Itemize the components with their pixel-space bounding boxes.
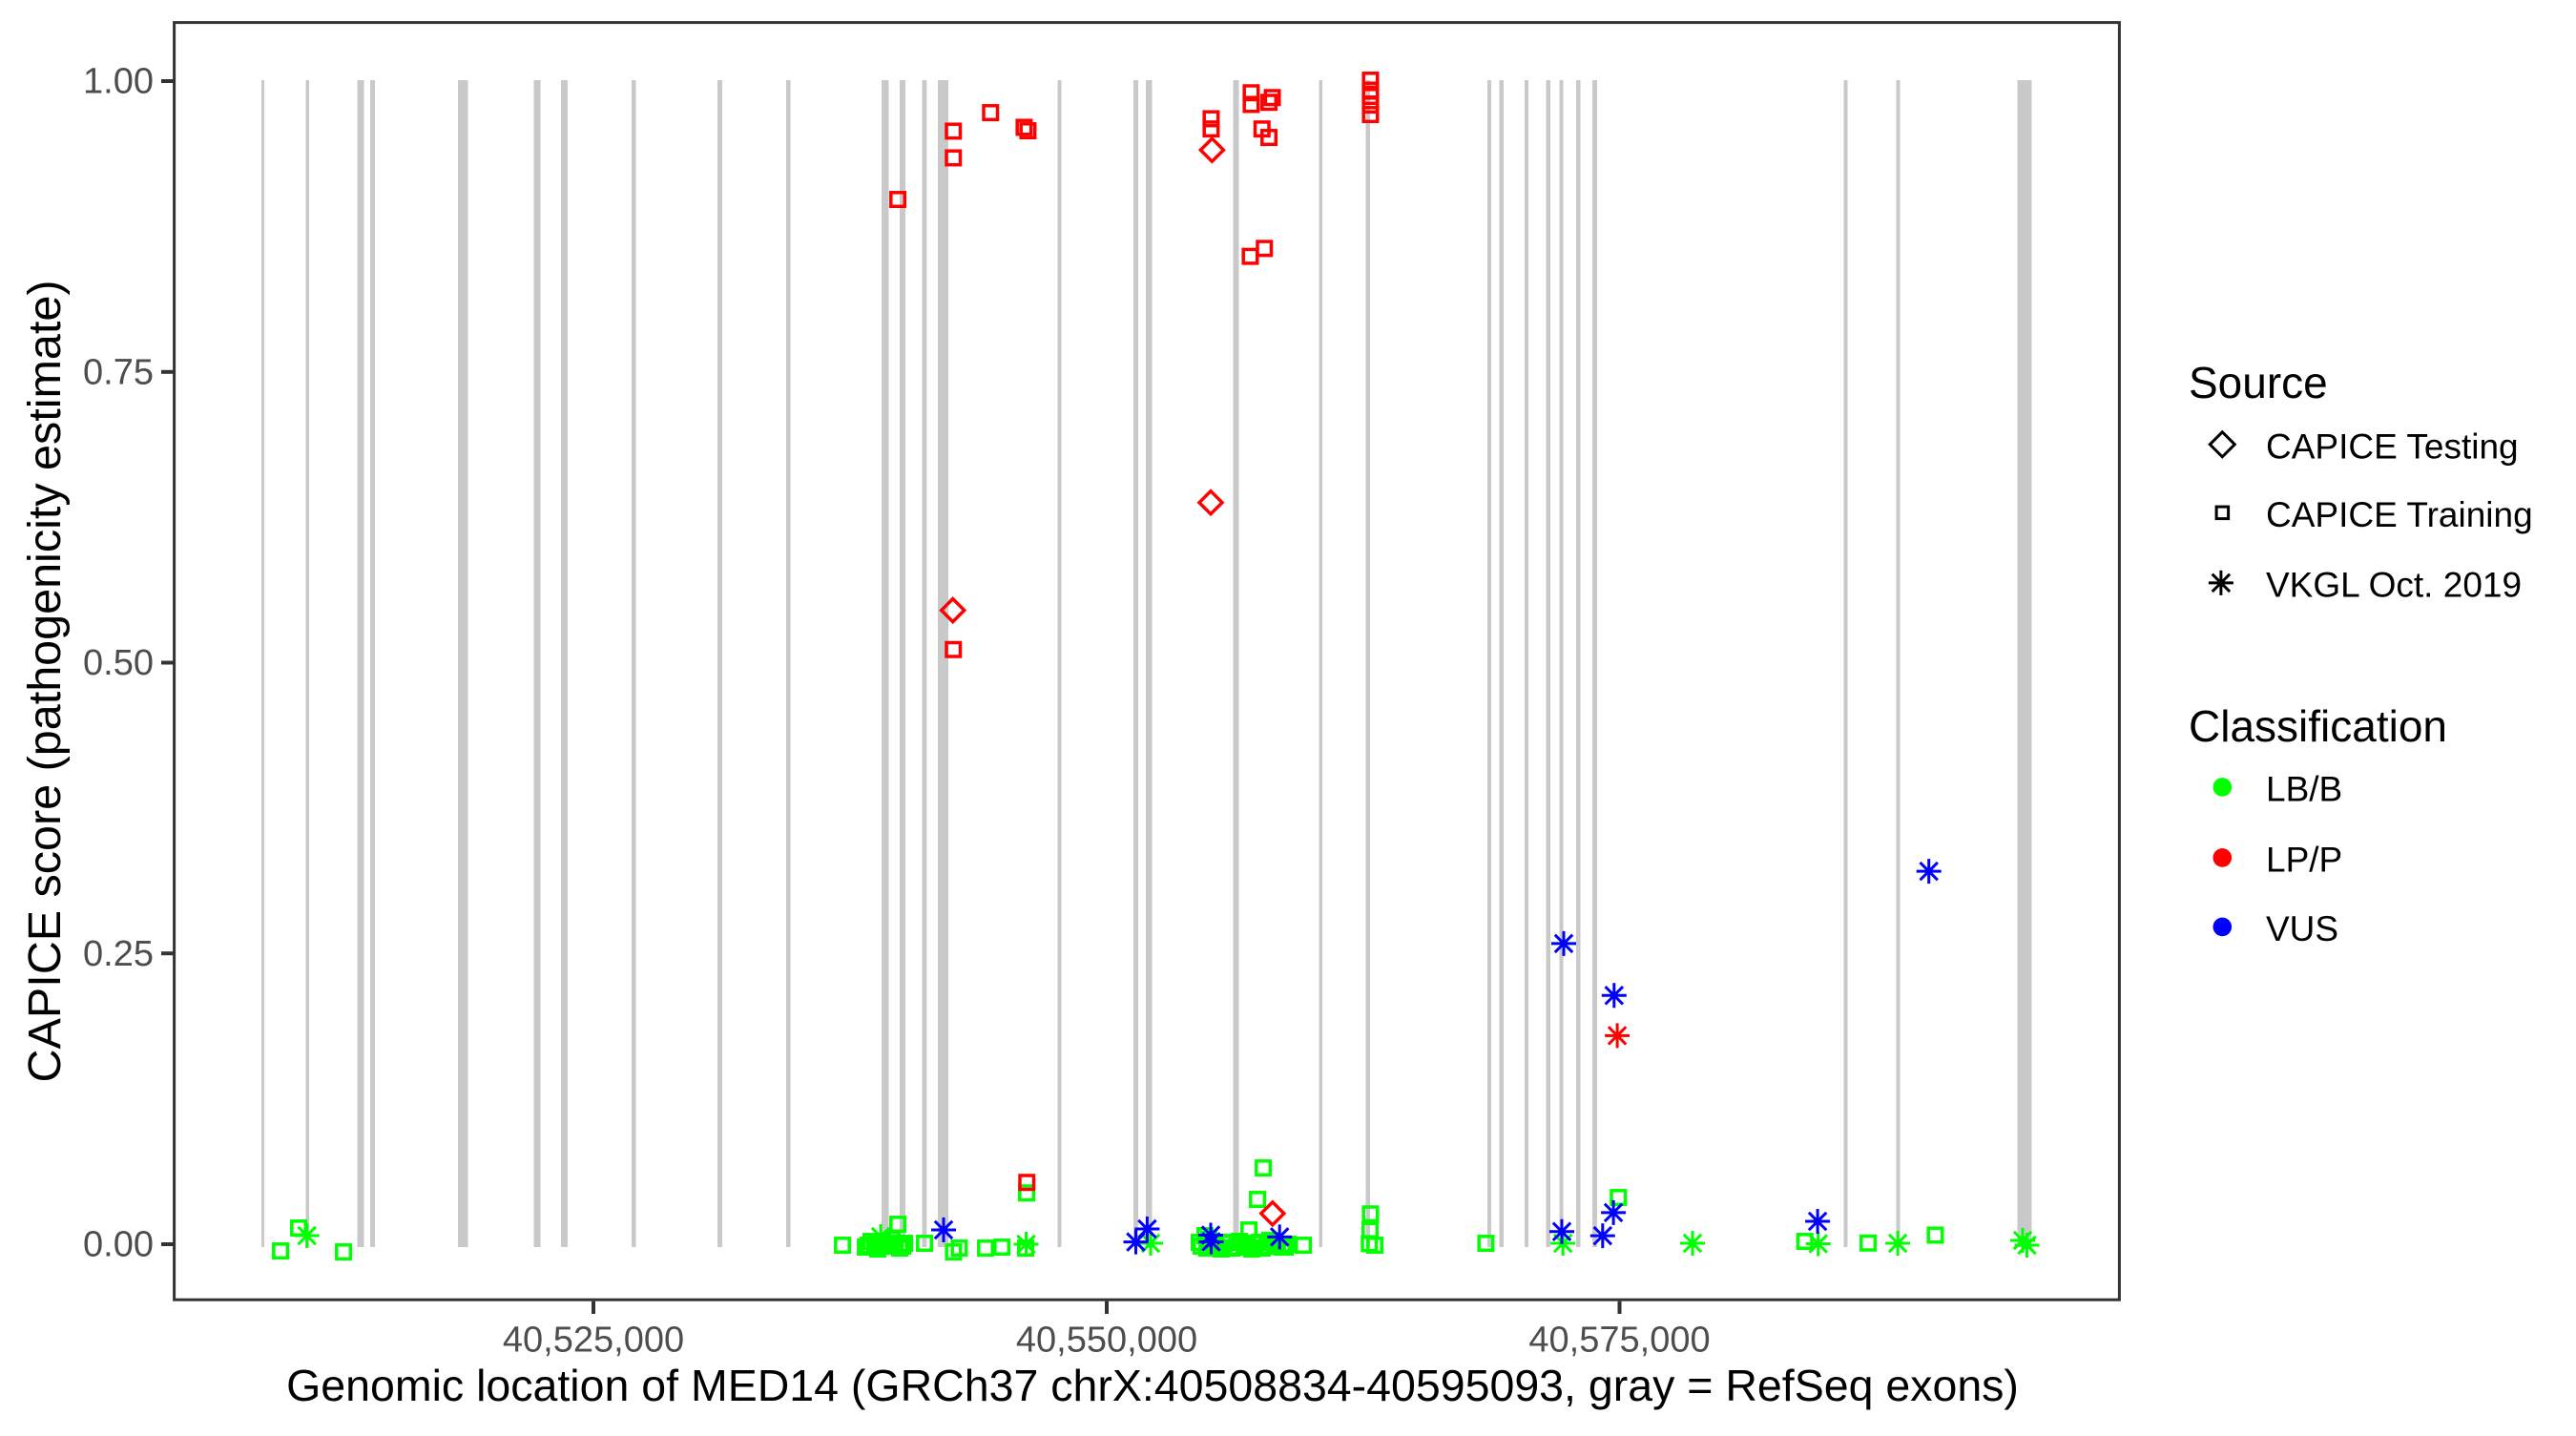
svg-text:0.00: 0.00 <box>83 1225 154 1265</box>
svg-text:40,575,000: 40,575,000 <box>1528 1321 1710 1361</box>
svg-text:CAPICE score (pathogenicity es: CAPICE score (pathogenicity estimate) <box>19 280 71 1082</box>
svg-text:LB/B: LB/B <box>2266 769 2342 808</box>
svg-text:Classification: Classification <box>2189 701 2447 751</box>
svg-text:VUS: VUS <box>2266 909 2338 948</box>
svg-text:CAPICE Training: CAPICE Training <box>2266 495 2533 534</box>
svg-text:CAPICE Testing: CAPICE Testing <box>2266 427 2519 466</box>
svg-text:40,525,000: 40,525,000 <box>503 1321 684 1361</box>
svg-text:Genomic location of MED14 (GRC: Genomic location of MED14 (GRCh37 chrX:4… <box>286 1361 2019 1410</box>
svg-text:40,550,000: 40,550,000 <box>1016 1321 1197 1361</box>
svg-text:LP/P: LP/P <box>2266 840 2342 879</box>
svg-text:0.25: 0.25 <box>83 934 154 974</box>
svg-text:VKGL Oct. 2019: VKGL Oct. 2019 <box>2266 565 2522 604</box>
svg-text:1.00: 1.00 <box>83 62 154 102</box>
svg-text:0.75: 0.75 <box>83 352 154 392</box>
svg-text:Source: Source <box>2189 358 2328 407</box>
svg-text:0.50: 0.50 <box>83 643 154 683</box>
